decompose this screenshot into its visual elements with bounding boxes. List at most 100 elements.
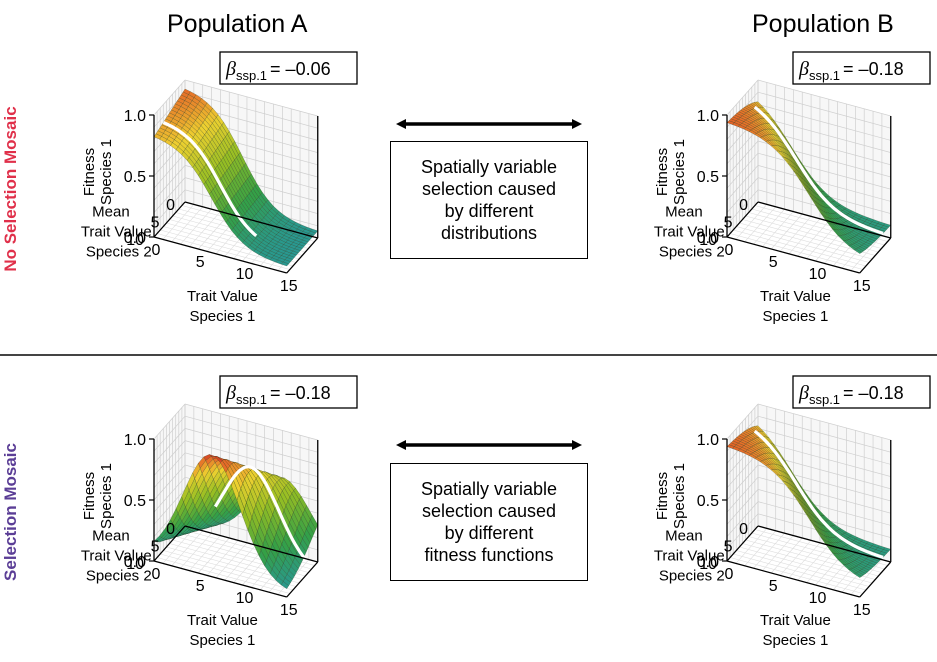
grid-line	[797, 545, 830, 581]
grid-line	[757, 116, 891, 153]
x-tick-label: 10	[236, 590, 254, 607]
axis-line	[726, 236, 860, 274]
z-axis-label: FitnessSpecies 1	[654, 139, 688, 205]
box-line: Spatially variable	[420, 157, 558, 177]
z-tick-label: 0.0	[124, 230, 146, 247]
x-axis-label-line: Species 1	[762, 632, 828, 649]
grid-line	[171, 530, 203, 566]
surface-cell	[853, 572, 863, 578]
grid-line	[850, 235, 883, 271]
axis-line	[757, 201, 891, 239]
axis-line	[153, 525, 186, 562]
y-tick-label: 5	[151, 539, 160, 556]
x-tick-label: 0	[152, 566, 161, 583]
axis-line	[726, 525, 759, 562]
axis-line	[286, 561, 319, 598]
grid-line	[806, 547, 838, 583]
grid-line	[757, 104, 891, 141]
grid-line	[757, 489, 891, 526]
header-population-a: Population A	[167, 10, 308, 38]
grid-line	[757, 152, 891, 190]
grid-line	[180, 209, 212, 245]
x-tick-label: 15	[853, 602, 871, 619]
z-axis-label: FitnessSpecies 1	[81, 139, 115, 205]
grid-line	[736, 550, 870, 587]
grid-line	[198, 537, 230, 574]
y-axis-label: Mean Trait Value Species 2	[654, 204, 725, 261]
grid-line	[739, 546, 873, 584]
grid-line	[757, 476, 891, 514]
grid-line	[733, 553, 867, 591]
grid-line	[788, 542, 821, 578]
y-axis-label-line: Species 2	[659, 568, 725, 585]
y-axis-label-line: Trait Value	[81, 548, 152, 565]
beta-subscript: ssp.1	[809, 392, 840, 407]
grid-line	[771, 213, 803, 250]
grid-line	[739, 222, 873, 260]
grid-line	[762, 535, 794, 571]
grid-line	[730, 233, 863, 270]
axis-line	[726, 201, 759, 238]
y-axis-label-line: Species 2	[659, 244, 725, 261]
y-tick-label: 10	[126, 556, 144, 573]
y-axis-label-line: Mean	[92, 528, 130, 545]
x-axis-label: Trait Value Species 1	[187, 612, 258, 649]
axis-line	[184, 201, 318, 239]
grid-line	[157, 233, 290, 270]
y-axis-label: Mean Trait Value Species 2	[81, 528, 152, 585]
beta-subscript: ssp.1	[236, 68, 267, 83]
y-tick-label: 10	[126, 232, 144, 249]
grid-line	[733, 229, 867, 267]
x-axis-label: Trait Value Species 1	[760, 612, 831, 649]
x-tick-label: 0	[725, 242, 734, 259]
middle-box-distributions: Spatially variable selection caused by d…	[390, 141, 588, 259]
y-tick-label: 5	[724, 215, 733, 232]
y-tick-label: 0	[739, 521, 748, 538]
grid-line	[162, 204, 195, 240]
box-line: selection caused	[421, 501, 557, 521]
grid-line	[189, 211, 221, 247]
beta-value: = –0.18	[843, 383, 904, 403]
y-tick-label: 5	[151, 215, 160, 232]
x-axis-label-line: Trait Value	[760, 288, 831, 305]
z-axis-label-line: Fitness	[81, 472, 98, 520]
z-axis-label-line: Species 1	[98, 139, 115, 205]
z-axis-label-line: Fitness	[81, 148, 98, 196]
grid-line	[757, 403, 891, 441]
grid-line	[771, 537, 803, 574]
x-tick-label: 15	[853, 278, 871, 295]
x-axis-label: Trait Value Species 1	[187, 288, 258, 325]
axis-line	[859, 237, 892, 274]
grid-line	[757, 440, 891, 477]
z-axis-label: FitnessSpecies 1	[81, 463, 115, 529]
grid-line	[753, 533, 785, 569]
x-axis-label-line: Species 1	[189, 632, 255, 649]
z-tick-label: 1.0	[124, 108, 146, 125]
z-axis-label: FitnessSpecies 1	[654, 463, 688, 529]
x-tick-label: 15	[280, 602, 298, 619]
z-tick-label: 0.0	[124, 554, 146, 571]
grid-line	[730, 557, 863, 594]
grid-line	[184, 403, 318, 441]
y-axis-label-line: Species 2	[86, 568, 152, 585]
grid-line	[757, 428, 891, 465]
x-tick-label: 5	[769, 254, 778, 271]
grid-line	[206, 540, 239, 576]
grid-line	[215, 542, 248, 578]
grid-line	[736, 226, 870, 263]
grid-line	[189, 535, 221, 571]
x-tick-label: 5	[196, 578, 205, 595]
box-line: selection caused	[421, 179, 557, 199]
beta-label: βssp.1 = –0.18	[798, 58, 904, 83]
grid-line	[753, 209, 785, 245]
grid-line	[757, 165, 891, 202]
axis-line	[153, 560, 287, 598]
z-tick-label: 1.0	[124, 432, 146, 449]
x-tick-label: 0	[725, 566, 734, 583]
surface-cell	[280, 261, 290, 267]
box-line: by different	[444, 201, 534, 221]
